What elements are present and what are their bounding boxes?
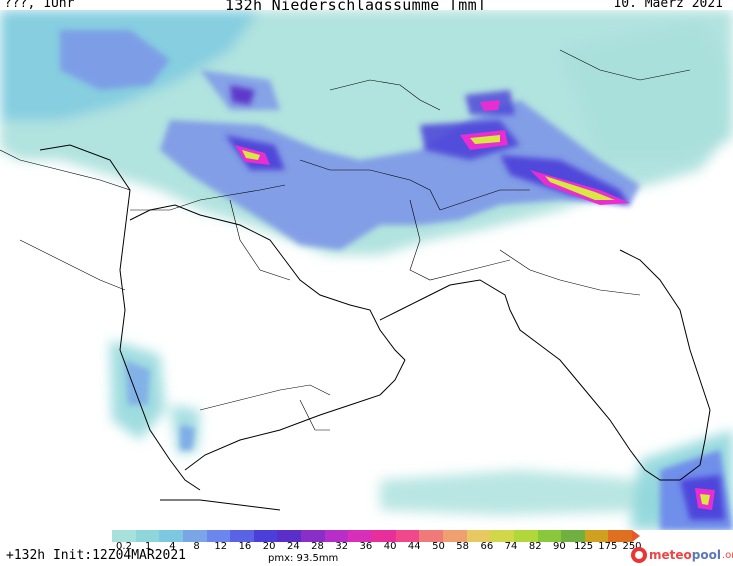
legend-tick-label: 82 xyxy=(528,541,542,552)
legend-tick-label: 175 xyxy=(598,541,618,552)
legend-color-cell xyxy=(442,530,467,542)
country-borders xyxy=(0,49,691,431)
precip-medium-layer xyxy=(60,30,733,530)
legend-tick-label: 125 xyxy=(574,541,594,552)
legend-color-cell xyxy=(112,530,136,542)
legend-tick-label: 4 xyxy=(169,541,176,552)
legend-color-cell xyxy=(324,530,349,542)
legend-tick-label: 40 xyxy=(383,541,397,552)
legend-color-cell xyxy=(182,530,207,542)
legend-color-cell xyxy=(159,530,183,542)
legend-tick-label: 0.2 xyxy=(116,541,132,552)
init-time-label: +132h Init:12Z04MAR2021 xyxy=(6,548,187,563)
legend-tick-label: 32 xyxy=(335,541,349,552)
legend-color-cell xyxy=(206,530,231,542)
legend-color-cell xyxy=(561,530,585,542)
legend-tick-label: 250 xyxy=(622,541,642,552)
brand-text-a: meteo xyxy=(649,548,692,562)
legend-tick-label: 90 xyxy=(553,541,566,552)
max-precip-label: pmx: 93.5mm xyxy=(268,553,339,564)
legend-color-cell xyxy=(277,530,302,542)
legend-ticks: 0.2 1 4 8 12 16 20 24 28 32 36 40 44 50 58 66 74 82 90 125 1… xyxy=(112,541,642,553)
valid-time-label: ???, 1Uhr xyxy=(4,0,75,11)
legend-tick-label: 36 xyxy=(359,541,373,552)
legend-color-cell xyxy=(584,530,609,542)
legend-tick-label: 58 xyxy=(456,541,470,552)
coastlines xyxy=(39,144,711,511)
legend-tick-label: 74 xyxy=(504,541,518,552)
legend-color-cell xyxy=(301,530,325,542)
legend-color-cell xyxy=(135,530,160,542)
legend-tick-label: 8 xyxy=(193,541,200,552)
brand-text-c: .org xyxy=(721,549,733,561)
valid-date-label: 10. Maerz 2021 xyxy=(613,0,723,11)
legend-color-cell xyxy=(395,530,420,542)
legend-tick-label: 44 xyxy=(407,541,421,552)
legend-color-cell xyxy=(253,530,278,542)
legend-tick-label: 66 xyxy=(480,541,494,552)
legend-color-cell xyxy=(372,530,396,542)
legend-color-cell xyxy=(537,530,562,542)
legend-tick-label: 28 xyxy=(311,541,324,552)
meteopool-logo: meteo pool .org xyxy=(631,547,733,563)
meteopool-logo-icon xyxy=(631,547,647,563)
legend-tick-label: 50 xyxy=(432,541,445,552)
legend-tick-label: 20 xyxy=(262,541,276,552)
legend-tick-label: 12 xyxy=(214,541,228,552)
color-legend xyxy=(112,530,640,542)
legend-tick-label: 24 xyxy=(286,541,300,552)
legend-overflow-arrow xyxy=(632,530,640,542)
legend-color-cell xyxy=(466,530,491,542)
precip-peak-layer xyxy=(235,100,715,510)
legend-color-cell xyxy=(419,530,443,542)
legend-color-cell xyxy=(348,530,373,542)
legend-color-cell xyxy=(608,530,633,542)
legend-tick-label: 1 xyxy=(145,541,152,552)
legend-color-cell xyxy=(513,530,538,542)
brand-text-b: pool xyxy=(691,548,721,562)
precipitation-map xyxy=(0,10,733,530)
legend-color-cell xyxy=(230,530,254,542)
legend-tick-label: 16 xyxy=(238,541,252,552)
legend-color-cell xyxy=(490,530,514,542)
